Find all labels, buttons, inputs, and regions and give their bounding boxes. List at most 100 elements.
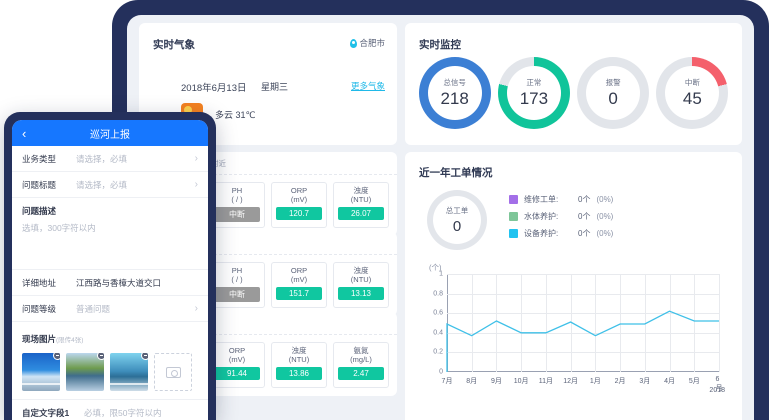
photo-thumb-row (22, 353, 198, 391)
chevron-right-icon: › (194, 179, 198, 190)
sensor-cell: PH( / ) 中断 (209, 262, 265, 309)
sensor-name: ORP (290, 186, 308, 195)
field-label: 自定文字段1 (22, 407, 70, 418)
chart-gridline (447, 274, 719, 275)
river-bridge-photo[interactable] (22, 353, 60, 391)
chart-xtick: 4月 (664, 378, 675, 385)
sensor-name: 氨氮 (353, 346, 369, 355)
workorder-card: 近一年工单情况 总工单 0 维修工单: 0个 (0%) 水体养护: 0个 (0%) 设备养护… (405, 152, 742, 420)
sensor-name: PH (231, 186, 243, 195)
field-label: 详细地址 (22, 277, 57, 288)
workorder-legend: 维修工单: 0个 (0%) 水体养护: 0个 (0%) 设备养护: 0个 (0%) (509, 194, 613, 245)
legend-swatch-icon (509, 212, 518, 221)
chart-vgridline (471, 274, 473, 372)
legend-count: 0个 (578, 195, 591, 204)
mobile-level-field[interactable]: 问题等级 普通问题 › (12, 296, 208, 322)
monitor-card-title: 实时监控 (419, 39, 461, 51)
chart-gridline (447, 332, 719, 334)
chevron-left-icon[interactable]: ‹ (22, 125, 27, 141)
monitor-donut-label: 总信号 (443, 78, 466, 88)
remove-photo-icon[interactable] (97, 353, 104, 360)
mobile-field-0[interactable]: 业务类型 请选择，必填 › (12, 146, 208, 172)
chart-xtick: 9月 (491, 378, 502, 385)
sensor-value-badge: 91.44 (214, 367, 260, 381)
field-placeholder: 必填，限50字符以内 (84, 407, 162, 418)
legend-swatch-icon (509, 229, 518, 238)
mobile-screen: ‹ 巡河上报 业务类型 请选择，必填 › 问题标题 请选择，必填 › 问题描述 选填，300字… (12, 120, 208, 420)
more-weather-link[interactable]: 更多气象 (350, 81, 385, 91)
chart-xtick: 2月 (614, 378, 626, 385)
sensor-cell: ORP (mV) 91.44 (209, 342, 265, 389)
sensor-value-badge: 中断 (214, 207, 260, 223)
legend-name: 水体养护: (524, 212, 559, 221)
field-label: 问题标题 (22, 179, 57, 190)
river-park-photo[interactable] (66, 353, 104, 391)
sensor-name: 浊度 (353, 266, 369, 275)
sensor-name: 浊度 (291, 346, 307, 355)
sensor-unit: (NTU) (350, 274, 372, 284)
field-placeholder: 请选择，必填 (76, 179, 128, 190)
mobile-field-1[interactable]: 问题标题 请选择，必填 › (12, 172, 208, 198)
camera-icon (165, 366, 181, 378)
chart-xtick: 5月 (688, 378, 700, 385)
sensor-cell: 浊度 (NTU) 13.13 (333, 262, 389, 309)
chart-plot-area: 1 0.8 0.6 0.4 0.2 0 7月 8月 9月 10月 11月 12月 1月 2月 3月 4月 5月 6… (433, 271, 725, 395)
chart-xtick: 7月 (441, 378, 453, 385)
sensor-unit: (NTU) (350, 194, 372, 204)
legend-count: 0个 (578, 212, 591, 221)
chart-vgridline (595, 274, 597, 372)
sensor-cell: ORP (mV) 120.7 (271, 182, 327, 229)
sensor-name: ORP (290, 266, 308, 275)
sensor-value-badge: 中断 (214, 287, 260, 303)
chevron-right-icon: › (194, 153, 198, 164)
mobile-address-field[interactable]: 详细地址 江西路与香樟大道交口 (12, 270, 208, 296)
sensor-unit: (mg/L) (350, 354, 372, 364)
mobile-header: ‹ 巡河上报 (12, 120, 208, 146)
total-workorder-donut: 总工单 0 (427, 190, 487, 250)
chart-xtick: 10月 (513, 378, 529, 385)
sensor-value-badge: 120.7 (276, 207, 322, 221)
realtime-monitor-card: 实时监控 总信号 218 正常 173 报警 0 中断 45 (405, 23, 742, 145)
chart-gridline (447, 352, 719, 354)
mobile-form: 业务类型 请选择，必填 › 问题标题 请选择，必填 › 问题描述 选填，300字符以内 详细地址… (12, 146, 208, 420)
field-placeholder: 请选择，必填 (76, 153, 128, 164)
monitor-donut-row: 总信号 218 正常 173 报警 0 中断 45 (415, 57, 732, 129)
chart-vgridline (719, 274, 720, 372)
sensor-unit: (mV) (228, 354, 246, 364)
sensor-cell: 氨氮 (mg/L) 2.47 (333, 342, 389, 389)
monitor-donut-label: 正常 (526, 78, 542, 88)
legend-percent: (0%) (596, 212, 614, 221)
mobile-custom-field-0[interactable]: 自定文字段1 必填，限50字符以内 (12, 400, 208, 420)
description-placeholder: 选填，300字符以内 (22, 223, 96, 233)
sensor-value-badge: 13.86 (276, 367, 322, 381)
weather-location-label: 合肥市 (359, 38, 385, 48)
monitor-donut-0: 总信号 218 (418, 57, 491, 129)
monitor-donut-3: 中断 45 (656, 57, 729, 129)
weather-location[interactable]: 合肥市 (350, 37, 385, 49)
add-photo-button[interactable] (154, 353, 192, 391)
legend-name: 设备养护: (524, 229, 559, 238)
weather-weekday: 星期三 (261, 82, 289, 92)
chart-ytick: 0.6 (433, 309, 443, 317)
chart-ytick: 0.2 (433, 348, 443, 356)
chart-xtick: 8月 (466, 378, 478, 385)
sensor-unit: ( / ) (231, 274, 243, 284)
chart-gridline (447, 313, 719, 315)
sensor-value-badge: 151.7 (276, 287, 322, 301)
weather-condition: 多云 31℃ (215, 110, 256, 120)
total-workorder-value: 0 (452, 218, 462, 235)
field-label: 问题等级 (22, 303, 57, 314)
legend-percent: (0%) (596, 229, 614, 238)
remove-photo-icon[interactable] (53, 353, 60, 360)
mobile-description-field[interactable]: 问题描述 选填，300字符以内 (12, 198, 208, 270)
monitor-donut-label: 报警 (605, 78, 621, 88)
chart-vgridline (496, 274, 498, 372)
workorder-legend-item-0: 维修工单: 0个 (0%) (509, 194, 613, 205)
river-railing-photo[interactable] (110, 353, 148, 391)
photos-label: 现场图片 (22, 334, 57, 344)
chart-xtick: 3月 (639, 378, 651, 385)
sensor-name: ORP (228, 346, 246, 355)
remove-photo-icon[interactable] (141, 353, 148, 360)
sensor-cell: PH( / ) 中断 (209, 182, 265, 229)
mobile-page-title: 巡河上报 (90, 129, 130, 141)
